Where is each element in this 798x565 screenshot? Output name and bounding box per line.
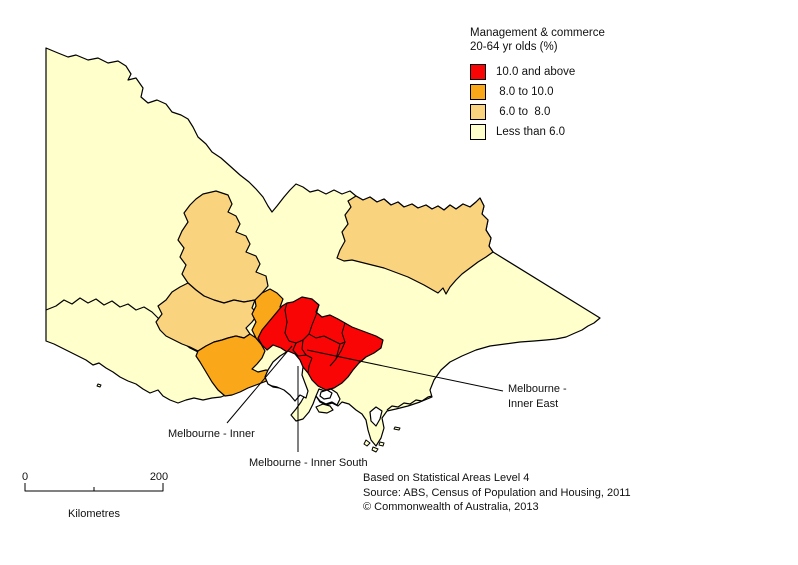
legend-item: Less than 6.0 xyxy=(470,122,605,142)
source-line-copyright: © Commonwealth of Australia, 2013 xyxy=(363,501,539,513)
scale-bar: 0 200 Kilometres xyxy=(22,471,168,520)
legend: Management & commerce 20-64 yr olds (%) … xyxy=(470,26,605,142)
french-island xyxy=(319,389,333,400)
label-melbourne-inner: Melbourne - Inner xyxy=(168,428,255,440)
scale-start-label: 0 xyxy=(22,471,28,483)
callout-leader-lines xyxy=(226,345,504,452)
legend-swatch-red xyxy=(470,64,486,80)
port-phillip-bay xyxy=(264,350,309,402)
scale-unit-label: Kilometres xyxy=(68,508,120,520)
source-line-source: Source: ABS, Census of Population and Ho… xyxy=(363,486,631,499)
region-red-melbourne-cluster xyxy=(257,296,384,391)
legend-title-line2: 20-64 yr olds (%) xyxy=(470,41,558,53)
source-attribution: Based on Statistical Areas Level 4 Sourc… xyxy=(363,471,631,515)
label-melbourne-inner-east-line1: Melbourne - xyxy=(508,383,567,395)
legend-label: 6.0 to 8.0 xyxy=(496,106,551,118)
legend-item: 10.0 and above xyxy=(470,62,605,82)
leader-melbourne-inner-east xyxy=(306,349,504,392)
scale-end-label: 200 xyxy=(150,471,168,483)
legend-label: Less than 6.0 xyxy=(496,126,566,138)
offshore-islands xyxy=(96,383,401,453)
phillip-island xyxy=(315,403,334,414)
legend-swatch-tan xyxy=(470,104,486,120)
legend-item: 6.0 to 8.0 xyxy=(470,102,605,122)
legend-item: 8.0 to 10.0 xyxy=(470,82,605,102)
leader-melbourne-inner xyxy=(226,345,293,424)
label-melbourne-inner-south: Melbourne - Inner South xyxy=(249,457,368,469)
region-orange-geelong xyxy=(195,333,278,397)
legend-swatch-orange xyxy=(470,84,486,100)
legend-label: 8.0 to 10.0 xyxy=(496,86,554,98)
gippsland-lakes-coast xyxy=(386,395,433,411)
label-melbourne-inner-east-line2: Inner East xyxy=(508,398,558,410)
borders-melbourne-sa4 xyxy=(284,302,346,374)
legend-swatch-pale xyxy=(470,124,486,140)
corner-inlet xyxy=(369,406,383,427)
source-line-basis: Based on Statistical Areas Level 4 xyxy=(363,472,530,484)
region-tan-northeast xyxy=(336,195,494,295)
legend-label: 10.0 and above xyxy=(496,66,576,78)
legend-title-line1: Management & commerce xyxy=(470,27,605,39)
